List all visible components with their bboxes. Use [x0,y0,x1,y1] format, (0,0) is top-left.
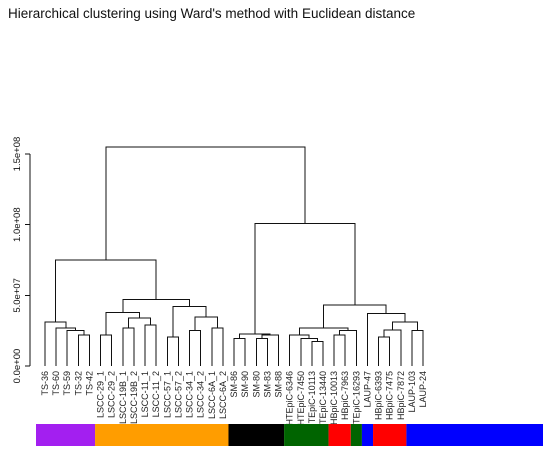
leaf-label: TS-59 [62,371,72,396]
dendrogram-branch [105,146,306,260]
dendrogram-branch [333,334,346,366]
dendrogram-branch [144,324,157,366]
dendrogram-branch [311,340,324,366]
color-bar-segment [373,424,407,446]
leaf-label: HBpiC-10013 [329,371,339,425]
y-tick-label: 1.5e+08 [12,137,23,172]
leaf-label: SM-86 [229,371,239,398]
dendrogram-branch [55,327,77,366]
color-bar-segment [361,424,374,446]
color-bar-segment [228,424,285,446]
leaf-label: HTEpiC-16293 [351,371,361,431]
leaf-label: SM-80 [251,371,261,398]
leaf-label: LSCC-11_1 [140,371,150,417]
leaf-label: HTEpiC-10113 [307,371,317,430]
dendrogram-branch [44,321,67,366]
leaf-label: LAUP-103 [407,371,417,413]
leaf-label: LSCC-29_2 [107,371,117,418]
y-tick-label: 1.0e+08 [12,207,23,242]
leaf-label: LSCC-19B_1 [118,371,128,424]
dendrogram-branch [189,330,202,366]
dendrogram-branch [411,330,424,366]
leaf-label: HBpiC-7475 [385,371,395,420]
color-bar-segment [328,424,351,446]
y-tick-label: 5.0e+07 [12,278,23,313]
dendrogram-branch [211,327,224,366]
color-bar-segment [406,424,543,446]
leaf-label: TS-42 [84,371,94,396]
leaf-label: LSCC-34_1 [185,371,195,418]
dendrogram-branch [122,299,191,313]
dendrogram-branch [255,337,268,366]
leaf-labels: TS-36 TS-60 TS-59 TS-32 TS-42 LSCC-29_1 LSCC-2… [40,371,428,431]
dendrogram-branch [378,336,391,366]
leaf-label: LSCC-57_1 [162,371,172,418]
dendrogram-branch [122,327,135,366]
dendrogram-branch [298,327,349,335]
dendrogram-branch [77,334,90,366]
leaf-label: LSCC-29_1 [96,371,106,418]
leaf-label: LSCC-34_2 [196,371,206,418]
dendrogram-branches [44,146,424,366]
leaf-label: HTEpiC-13440 [318,371,328,431]
color-bar-segment [350,424,362,446]
leaf-label: LAUP-24 [418,371,428,408]
dendrogram-branch [194,316,218,331]
leaf-label: HBpiC-6393 [374,371,384,420]
leaf-label: HBpiC-7872 [396,371,406,420]
chart-title: Hierarchical clustering using Ward's met… [8,6,415,21]
leaf-label: SM-83 [262,371,272,398]
dendrogram-branch [100,334,113,366]
y-tick-label: 0.0e+00 [12,349,23,384]
leaf-label: HBpiC-7963 [340,371,350,420]
leaf-label: SM-90 [240,371,250,398]
dendrogram-branch [289,334,310,366]
dendrogram-branch [339,330,357,366]
dendrogram-branch [392,321,419,331]
color-bar-segment [36,424,96,446]
y-axis: 0.0e+00 5.0e+07 1.0e+08 1.5e+08 [12,137,31,384]
leaf-label: SM-88 [274,371,284,398]
leaf-label: TS-32 [73,371,83,396]
leaf-label: LSCC-57_2 [173,371,183,418]
dendrogram-branch [261,334,280,366]
dendrogram-branch [300,337,318,366]
leaf-label: HTEpiC-7450 [296,371,306,426]
dendrogram-branch [254,222,356,335]
leaf-label: LSCC-6A_2 [218,371,228,419]
leaf-label: LSCC-6A_1 [207,371,217,419]
leaf-label: TS-36 [40,371,50,396]
dendrogram-branch [383,329,402,366]
leaf-label: LSCC-19B_2 [129,371,139,424]
dendrogram-branch [66,330,85,366]
leaf-label: LAUP-47 [362,371,372,408]
leaf-label: LSCC-11_2 [151,371,161,417]
dendrogram-branch [323,304,387,328]
color-bar-segment [284,424,329,446]
leaf-label: TS-60 [51,371,61,396]
dendrogram-branch [127,317,152,328]
dendrogram-branch [366,313,406,366]
dendrogram-branch [166,336,179,366]
dendrogram-branch [233,337,246,366]
group-color-bar [36,424,543,446]
color-bar-segment [95,424,229,446]
leaf-label: HTEpiC-6346 [285,371,295,426]
